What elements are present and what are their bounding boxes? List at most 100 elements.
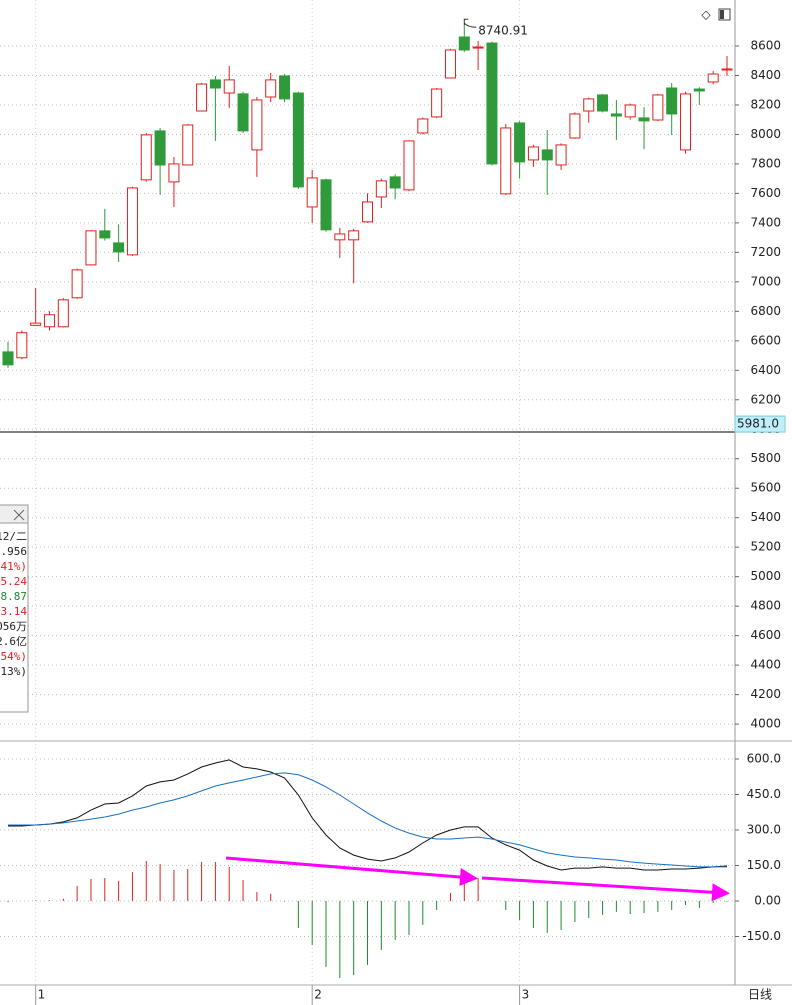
y-tick-label: 150.0 [747,858,781,872]
candle-body [652,94,664,121]
y-tick-label: 6400 [750,363,781,377]
y-tick-label: 7600 [750,186,781,200]
candle-body [680,93,692,151]
candle-body [610,113,622,117]
y-tick-label: 8000 [750,127,781,141]
candle-body [431,88,443,118]
y-tick-label: 6800 [750,304,781,318]
high-label: 8740.91 [478,24,528,38]
info-line: 056万 [0,620,27,633]
candle-body [389,176,401,189]
candle-body [541,149,553,161]
info-line: 58.87 [0,590,27,603]
candle-body [30,322,42,326]
candle-body [707,73,719,83]
candle-body [223,79,235,94]
y-tick-label: 4000 [750,717,781,731]
y-tick-label: 0.00 [754,893,781,907]
candle-body [196,83,208,112]
annotation-arrow [225,856,478,886]
candle-body [251,99,263,151]
candle-body [292,92,304,188]
y-tick-label: 8600 [750,38,781,52]
candle-body [486,42,498,165]
icon-diamond[interactable]: ◇ [701,8,711,22]
y-tick-label: 8400 [750,68,781,82]
y-tick-label: 4800 [750,599,781,613]
period-label: 日线 [748,988,772,1002]
candle-body [71,269,83,299]
y-tick-label: 6200 [750,392,781,406]
close-icon[interactable] [13,509,25,521]
y-tick-label: 4200 [750,687,781,701]
candle-body [417,118,429,134]
info-panel: 12/二 0.956 41%) 45.24 58.87 33.14 056万 2… [0,504,29,713]
candle-body [85,230,97,266]
candle-body [638,117,650,122]
candle-body [500,127,512,195]
candle-body [403,140,415,191]
candle-body [458,36,470,51]
candle-body [348,230,360,241]
candle-body [237,93,249,132]
candle-body [154,130,166,166]
candle-body [569,113,581,139]
candle-body [375,180,387,198]
candle-body [306,177,318,208]
y-tick-label: 4400 [750,658,781,672]
y-tick-label: 5400 [750,510,781,524]
candle-body [265,79,277,98]
candle-body [113,242,125,253]
y-tick-label: 450.0 [747,787,781,801]
candle-body [514,122,526,163]
candle-body [140,134,152,181]
candle-body [597,94,609,112]
candle-body [182,124,194,166]
y-tick-label: 600.0 [747,751,781,765]
candle-body [168,163,180,183]
info-line: 12/二 [0,530,27,543]
y-tick-label: 5200 [750,540,781,554]
y-tick-label: 300.0 [747,822,781,836]
candle-body [555,144,567,166]
candle-body [583,98,595,112]
y-tick-label: 5600 [750,481,781,495]
candle-body [444,49,456,79]
info-line: 33.14 [0,605,27,618]
candle-body [362,201,373,223]
info-line: 54%) [1,650,28,663]
info-line: 45.24 [0,575,27,588]
y-tick-label: 4600 [750,628,781,642]
candle-body [693,88,705,92]
y-tick-label: 5000 [750,569,781,583]
y-tick-label: 6600 [750,333,781,347]
info-header [0,504,29,524]
candle-body [2,351,14,366]
crosshair-label: 5981.0 [737,417,779,431]
x-tick-label: 1 [38,988,46,1002]
x-tick-label: 3 [522,988,530,1002]
info-line: 2.6亿 [0,635,27,648]
icon-window[interactable] [718,8,731,21]
icon-window-fill [720,10,724,19]
x-tick-label: 2 [314,988,322,1002]
y-tick-label: 7800 [750,156,781,170]
info-line: 0.956 [0,545,27,558]
candle-body [527,146,539,161]
candle-body [57,299,69,328]
info-line: 13%) [1,665,28,678]
candle-body [126,187,138,256]
candle-body [721,68,733,71]
macd-line [8,772,727,868]
y-tick-label: 7400 [750,215,781,229]
info-line: 41%) [1,560,28,573]
candle-body [624,104,636,118]
candle-body [16,332,28,359]
y-tick-label: 5800 [750,451,781,465]
candle-body [43,314,55,328]
y-tick-label: -150.0 [742,929,781,943]
candle-body [666,87,678,115]
y-tick-label: 7200 [750,245,781,259]
